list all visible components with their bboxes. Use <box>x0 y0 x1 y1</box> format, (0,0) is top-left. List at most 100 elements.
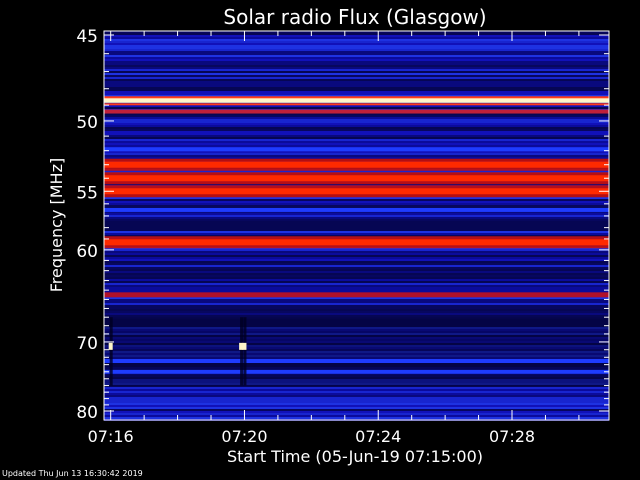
peak-band-edge <box>104 103 609 106</box>
y-tick-label: 60 <box>76 242 98 262</box>
spectrogram-channel <box>104 89 609 91</box>
spectrogram-channel <box>104 65 609 67</box>
x-tick-label: 07:24 <box>355 427 401 446</box>
spectrogram-channel <box>104 69 609 71</box>
plot-frame <box>103 30 610 421</box>
frequency-band <box>104 188 609 195</box>
frequency-band <box>104 207 609 212</box>
spectrogram-channel <box>104 139 609 141</box>
spectrogram-channel <box>104 211 609 213</box>
spectrogram-channel <box>104 221 609 223</box>
spectrogram-channel <box>104 205 609 207</box>
frequency-band <box>104 239 609 246</box>
spectrogram-channel <box>104 63 609 65</box>
spectrogram-channel <box>104 217 609 219</box>
spectrogram-channel <box>104 67 609 69</box>
spectrogram-channel <box>104 305 609 307</box>
spectrogram-channel <box>104 279 609 281</box>
spectrogram-channel <box>104 417 609 419</box>
x-tick-label: 07:28 <box>489 427 535 446</box>
spectrogram-channel <box>104 125 609 127</box>
spectrogram-channel <box>104 131 609 133</box>
spectrogram-channel <box>104 201 609 203</box>
spectrogram-channel <box>104 135 609 137</box>
axes: 45 50 55 60 70 80 07:16 07:20 07:24 07:28 <box>76 27 610 446</box>
peak-band-edge <box>104 96 609 99</box>
spectrogram-channel <box>104 151 609 153</box>
spectrogram-channel <box>104 225 609 227</box>
spectrogram-channel <box>104 47 609 49</box>
spectrogram-channel <box>104 411 609 413</box>
burst-point <box>108 342 113 350</box>
spectrogram-channel <box>104 145 609 147</box>
spectrogram-channel <box>104 215 609 217</box>
spectrogram-channel <box>104 213 609 215</box>
spectrogram-channel <box>104 55 609 57</box>
spectrogram-channel <box>104 203 609 205</box>
spectrogram-channel <box>104 297 609 299</box>
spectrogram-channel <box>104 141 609 143</box>
spectrogram-channel <box>104 123 609 125</box>
burst-streak <box>240 317 244 386</box>
spectrogram-channel <box>104 31 609 33</box>
spectrogram-channel <box>104 81 609 83</box>
spectrogram-channel <box>104 231 609 233</box>
spectrogram-channel <box>104 281 609 283</box>
spectrogram-channel <box>104 385 609 387</box>
spectrogram-channel <box>104 249 609 251</box>
spectrogram-channel <box>104 277 609 279</box>
spectrogram-channel <box>104 113 609 115</box>
spectrogram-channel <box>104 41 609 43</box>
spectrogram-channel <box>104 301 609 303</box>
spectrogram-channel <box>104 415 609 417</box>
spectrogram-channel <box>104 395 609 397</box>
frequency-band <box>104 175 609 182</box>
spectrogram-channel <box>104 391 609 393</box>
spectrogram-channel <box>104 227 609 229</box>
spectrogram-channel <box>104 251 609 253</box>
spectrogram-channel <box>104 267 609 269</box>
spectrogram-channel <box>104 83 609 85</box>
chart-title: Solar radio Flux (Glasgow) <box>223 5 486 29</box>
y-tick-label: 55 <box>76 183 98 203</box>
burst-point <box>239 342 244 350</box>
spectrogram-channel <box>104 43 609 45</box>
spectrogram-channel <box>104 119 609 121</box>
spectrogram-channel <box>104 117 609 119</box>
y-tick-label: 70 <box>76 334 98 354</box>
burst-streak <box>109 317 113 386</box>
spectrogram-channel <box>104 107 609 109</box>
frequency-band <box>104 97 609 103</box>
spectrogram-channel <box>104 291 609 293</box>
spectrogram-channel <box>104 127 609 129</box>
spectrogram-channel <box>104 269 609 271</box>
spectrogram-channel <box>104 57 609 59</box>
spectrogram-channel <box>104 73 609 75</box>
low-signal-region <box>104 317 609 386</box>
spectrogram-channel <box>104 299 609 301</box>
spectrogram-channel <box>104 409 609 411</box>
spectrogram-channel <box>104 303 609 305</box>
spectrogram-channel <box>104 59 609 61</box>
x-tick-label: 07:20 <box>221 427 267 446</box>
spectrogram-channel <box>104 255 609 257</box>
spectrogram-channel <box>104 75 609 77</box>
frequency-band <box>104 161 609 168</box>
spectrogram-channel <box>104 313 609 315</box>
spectrogram-channel <box>104 199 609 201</box>
spectrogram-channel <box>104 153 609 155</box>
y-tick-label: 45 <box>76 27 98 47</box>
spectrogram-channel <box>104 235 609 237</box>
spectrogram-channel <box>104 133 609 135</box>
spectrogram-channel <box>104 71 609 73</box>
spectrogram-channel <box>104 155 609 157</box>
frequency-band <box>104 147 609 152</box>
spectrogram-channel <box>104 261 609 263</box>
spectrogram-channel <box>104 257 609 259</box>
spectrogram-channel <box>104 87 609 89</box>
spectrogram-channel <box>104 61 609 63</box>
spectrogram-channel <box>104 45 609 47</box>
spectrogram-channel <box>104 399 609 401</box>
spectrogram-channel <box>104 51 609 53</box>
spectrogram-channel <box>104 273 609 275</box>
